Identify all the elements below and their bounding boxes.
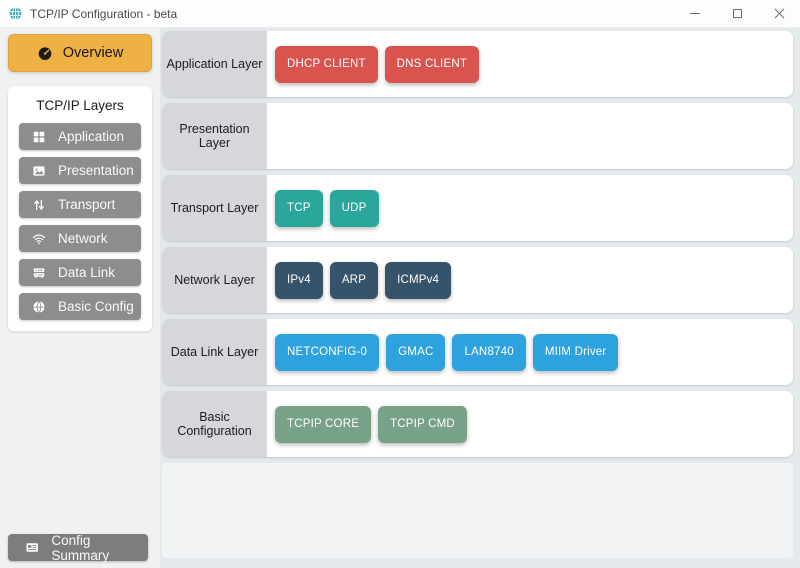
row-label: Data Link Layer: [162, 319, 267, 385]
sidebar-item-label: Basic Config: [58, 299, 134, 314]
overview-label: Overview: [62, 45, 124, 61]
server-icon: [33, 267, 45, 278]
module-chip-netconfig-0[interactable]: NETCONFIG-0: [275, 333, 380, 371]
window-title: TCP/IP Configuration - beta: [30, 6, 178, 21]
maximize-icon: [732, 9, 742, 18]
sidebar-item-presentation[interactable]: Presentation: [19, 157, 141, 184]
layers-overview: Application Layer DHCP CLIENT DNS CLIENT…: [160, 28, 800, 568]
sidebar-item-label: Network: [58, 231, 108, 246]
sidebar-item-label: Data Link: [58, 265, 116, 280]
sidebar-item-basic-config[interactable]: Basic Config: [19, 293, 141, 320]
module-chip-udp[interactable]: UDP: [329, 189, 379, 227]
layer-row-network: Network Layer IPv4 ARP ICMPv4: [162, 247, 793, 313]
minimize-button[interactable]: [674, 0, 716, 27]
row-label: Presentation Layer: [162, 103, 267, 169]
layer-row-data-link: Data Link Layer NETCONFIG-0 GMAC LAN8740…: [162, 319, 793, 385]
layer-row-application: Application Layer DHCP CLIENT DNS CLIENT: [162, 31, 793, 97]
module-chip-arp[interactable]: ARP: [329, 261, 379, 299]
image-icon: [33, 165, 45, 176]
summary-icon: [26, 543, 38, 552]
module-chip-tcpip-cmd[interactable]: TCPIP CMD: [378, 405, 467, 443]
sidebar-item-transport[interactable]: Transport: [19, 191, 141, 218]
sidebar-item-application[interactable]: Application: [19, 123, 141, 150]
sidebar-item-label: Application: [58, 129, 125, 144]
module-chip-lan8740[interactable]: LAN8740: [452, 333, 526, 371]
sidebar-item-label: Transport: [58, 197, 116, 212]
sidebar: Overview TCP/IP Layers Application Prese…: [0, 28, 160, 568]
minimize-icon: [690, 13, 700, 14]
row-content: [267, 103, 793, 169]
layer-row-basic-configuration: Basic Configuration TCPIP CORE TCPIP CMD: [162, 391, 793, 457]
row-content: TCPIP CORE TCPIP CMD: [267, 391, 793, 457]
module-chip-icmpv4[interactable]: ICMPv4: [385, 261, 452, 299]
sidebar-item-network[interactable]: Network: [19, 225, 141, 252]
row-content: IPv4 ARP ICMPv4: [267, 247, 793, 313]
row-label: Network Layer: [162, 247, 267, 313]
config-summary-button[interactable]: Config Summary: [8, 532, 148, 563]
module-chip-gmac[interactable]: GMAC: [386, 333, 446, 371]
row-content: NETCONFIG-0 GMAC LAN8740 MIIM Driver: [267, 319, 793, 385]
row-content: DHCP CLIENT DNS CLIENT: [267, 31, 793, 97]
globe-icon: [33, 300, 45, 313]
module-chip-tcp[interactable]: TCP: [275, 189, 323, 227]
app-globe-icon: [8, 6, 23, 21]
row-label: Application Layer: [162, 31, 267, 97]
layers-panel-title: TCP/IP Layers: [36, 98, 124, 113]
module-chip-ipv4[interactable]: IPv4: [275, 261, 323, 299]
module-chip-miim-driver[interactable]: MIIM Driver: [532, 333, 619, 371]
wifi-icon: [32, 234, 46, 244]
empty-area: [162, 463, 793, 558]
layers-panel: TCP/IP Layers Application Presentation T…: [8, 86, 152, 331]
layer-row-transport: Transport Layer TCP UDP: [162, 175, 793, 241]
sidebar-item-label: Presentation: [58, 163, 134, 178]
maximize-button[interactable]: [716, 0, 758, 27]
module-chip-tcpip-core[interactable]: TCPIP CORE: [275, 405, 372, 443]
close-button[interactable]: [758, 0, 800, 27]
sidebar-item-data-link[interactable]: Data Link: [19, 259, 141, 286]
close-icon: [774, 8, 784, 19]
row-label: Transport Layer: [162, 175, 267, 241]
layer-row-presentation: Presentation Layer: [162, 103, 793, 169]
row-content: TCP UDP: [267, 175, 793, 241]
arrows-up-down-icon: [34, 199, 44, 210]
grid-icon: [33, 131, 45, 142]
module-chip-dhcp-client[interactable]: DHCP CLIENT: [275, 45, 378, 83]
row-label: Basic Configuration: [162, 391, 267, 457]
gauge-icon: [38, 47, 52, 60]
overview-button[interactable]: Overview: [8, 34, 152, 72]
config-summary-label: Config Summary: [51, 532, 110, 563]
title-bar: TCP/IP Configuration - beta: [0, 0, 800, 28]
window-controls: [674, 0, 800, 27]
module-chip-dns-client[interactable]: DNS CLIENT: [384, 45, 480, 83]
